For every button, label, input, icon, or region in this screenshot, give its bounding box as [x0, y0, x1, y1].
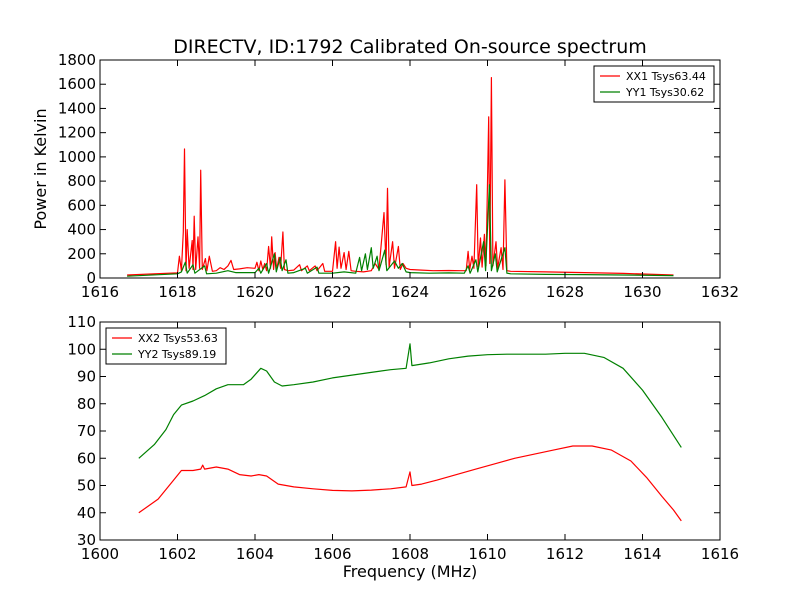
top-x-tick-label: 1630	[623, 283, 661, 301]
top-y-tick-label: 200	[67, 245, 96, 263]
bottom-legend-label-1: XX2 Tsys53.63	[138, 332, 218, 345]
top-y-tick-label: 0	[86, 269, 96, 287]
bottom-legend: XX2 Tsys53.63 YY2 Tsys89.19	[105, 327, 227, 365]
bottom-legend-box	[105, 327, 227, 365]
top-y-tick-label: 1000	[58, 148, 96, 166]
bottom-y-tick-label: 80	[77, 395, 96, 413]
top-x-tick-label: 1628	[546, 283, 584, 301]
top-series-line-1	[127, 77, 674, 276]
top-x-tick-label: 1624	[391, 283, 429, 301]
bottom-x-axis-label: Frequency (MHz)	[343, 562, 477, 581]
top-x-tick-label: 1632	[701, 283, 739, 301]
top-y-tick-label: 400	[67, 221, 96, 239]
bottom-y-tick-label: 60	[77, 449, 96, 467]
top-legend-box	[593, 65, 715, 103]
bottom-x-tick-label: 1600	[81, 545, 119, 563]
bottom-y-tick-label: 90	[77, 368, 96, 386]
bottom-x-tick-label: 1612	[546, 545, 584, 563]
bottom-y-tick-label: 110	[67, 313, 96, 331]
bottom-y-tick-label: 100	[67, 340, 96, 358]
bottom-plot: 1600 1602 1604 1606 1608 1610 1612 1614 1616 30 40…	[67, 313, 739, 563]
top-x-tick-label: 1622	[313, 283, 351, 301]
top-plot: 1616 1618 1620 1622 1624 1626 1628 1630 1632 0 200…	[58, 51, 739, 301]
bottom-x-tick-label: 1604	[236, 545, 274, 563]
top-legend-label-1: XX1 Tsys63.44	[626, 70, 706, 83]
top-series-line-2	[127, 184, 674, 277]
top-y-tick-label: 1600	[58, 75, 96, 93]
bottom-y-tick-label: 30	[77, 531, 96, 549]
bottom-y-tick-label: 50	[77, 477, 96, 495]
top-y-tick-label: 1200	[58, 124, 96, 142]
bottom-x-tick-label: 1608	[391, 545, 429, 563]
top-y-tick-label: 600	[67, 196, 96, 214]
bottom-y-tick-label: 70	[77, 422, 96, 440]
top-x-tick-label: 1618	[158, 283, 196, 301]
top-legend: XX1 Tsys63.44 YY1 Tsys30.62	[593, 65, 715, 103]
top-legend-label-2: YY1 Tsys30.62	[625, 86, 704, 99]
top-y-tick-label: 1400	[58, 99, 96, 117]
bottom-x-tick-label: 1614	[623, 545, 661, 563]
bottom-x-tick-label: 1602	[158, 545, 196, 563]
top-y-tick-label: 800	[67, 172, 96, 190]
bottom-series-line-2	[138, 343, 682, 459]
top-chart-title: DIRECTV, ID:1792 Calibrated On-source sp…	[173, 36, 647, 58]
bottom-series-line-1	[138, 445, 682, 522]
top-x-tick-label: 1616	[81, 283, 119, 301]
bottom-legend-label-2: YY2 Tsys89.19	[137, 348, 216, 361]
bottom-x-tick-label: 1616	[701, 545, 739, 563]
top-x-tick-label: 1620	[236, 283, 274, 301]
top-y-axis-label: Power in Kelvin	[31, 108, 50, 229]
bottom-y-tick-label: 40	[77, 504, 96, 522]
bottom-x-tick-label: 1606	[313, 545, 351, 563]
top-x-tick-label: 1626	[468, 283, 506, 301]
bottom-x-tick-label: 1610	[468, 545, 506, 563]
top-y-tick-label: 1800	[58, 51, 96, 69]
